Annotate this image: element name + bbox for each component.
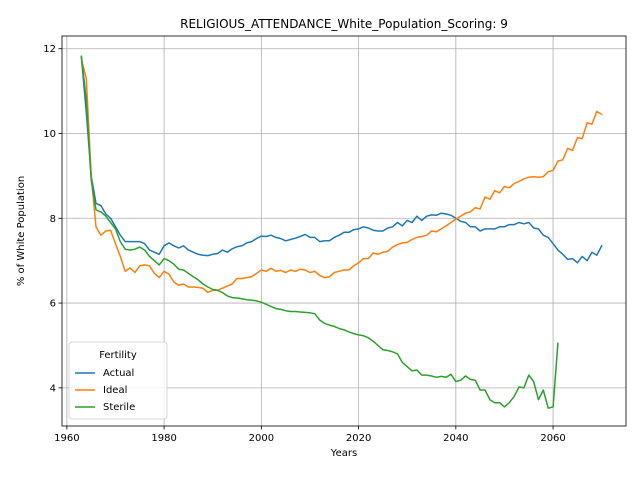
y-axis-label: % of White Population: [16, 176, 27, 286]
series-line-actual: [80, 56, 603, 264]
x-tick-label: 2000: [249, 433, 274, 444]
legend-title: Fertility: [99, 350, 137, 361]
x-tick-label: 1980: [151, 433, 176, 444]
legend-label-actual: Actual: [103, 368, 134, 379]
chart-title: RELIGIOUS_ATTENDANCE_White_Population_Sc…: [180, 17, 508, 31]
series-line-ideal: [80, 58, 603, 294]
legend-label-sterile: Sterile: [103, 402, 135, 413]
ticks: 1960 1980 2000 2020 2040 2060 4 6 8 10 12: [43, 44, 566, 444]
legend-box: [68, 341, 168, 420]
series-line-sterile: [80, 55, 559, 409]
y-tick-label: 12: [43, 44, 56, 55]
series-layer: [80, 55, 603, 409]
y-tick-label: 8: [50, 214, 56, 225]
y-tick-label: 10: [43, 129, 56, 140]
x-tick-label: 1960: [54, 433, 79, 444]
y-tick-label: 4: [50, 383, 56, 394]
y-tick-label: 6: [50, 299, 56, 310]
x-tick-label: 2020: [346, 433, 371, 444]
x-tick-label: 2040: [443, 433, 468, 444]
plot-frame: [61, 35, 627, 427]
legend-label-ideal: Ideal: [103, 385, 127, 396]
legend: Fertility Actual Ideal Sterile: [68, 341, 168, 420]
grid: [62, 36, 626, 426]
x-tick-label: 2060: [540, 433, 565, 444]
x-axis-label: Years: [330, 448, 357, 459]
